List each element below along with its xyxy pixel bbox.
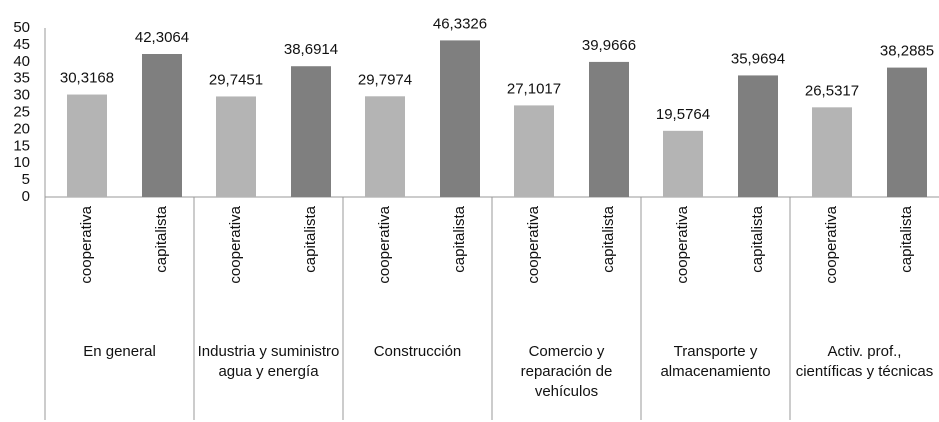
- x-tick-label: capitalista: [153, 205, 170, 272]
- x-tick-label: capitalista: [749, 205, 766, 272]
- x-tick-label: capitalista: [898, 205, 915, 272]
- bar: [887, 67, 927, 197]
- group-label: Transporte y almacenamiento: [660, 343, 771, 380]
- x-tick-label: capitalista: [302, 205, 319, 272]
- bar: [589, 61, 629, 198]
- group-label: Activ. prof., científicas y técnicas: [795, 343, 934, 380]
- y-tick-label: 20: [13, 120, 30, 137]
- value-label: 39,9666: [582, 37, 636, 54]
- value-label: 27,1017: [507, 80, 561, 97]
- bar: [142, 54, 182, 198]
- y-tick-label: 35: [13, 70, 30, 87]
- value-label: 42,3064: [135, 29, 189, 46]
- value-label: 46,3326: [433, 15, 487, 32]
- y-tick-label: 30: [13, 87, 30, 104]
- value-label: 19,5764: [656, 106, 710, 123]
- value-label: 35,9694: [731, 50, 785, 67]
- value-label: 26,5317: [805, 82, 859, 99]
- bar: [514, 105, 554, 197]
- bar: [812, 107, 852, 197]
- y-tick-label: 40: [13, 53, 30, 70]
- y-tick-label: 0: [22, 188, 30, 205]
- group-label: Comercio y reparación de vehículos: [520, 343, 613, 400]
- bar: [291, 66, 331, 197]
- x-tick-label: cooperativa: [78, 205, 95, 283]
- value-label: 30,3168: [60, 69, 114, 86]
- bar: [663, 130, 703, 197]
- value-label: 38,2885: [880, 43, 934, 60]
- group-label: Industria y suministro agua y energía: [197, 343, 340, 380]
- x-tick-label: capitalista: [600, 205, 617, 272]
- y-tick-label: 5: [22, 171, 30, 188]
- group-label: Construcción: [373, 343, 462, 360]
- y-tick-label: 50: [13, 19, 30, 36]
- group-label: En general: [83, 343, 156, 360]
- y-tick-label: 10: [13, 154, 30, 171]
- bar: [216, 96, 256, 197]
- x-tick-label: cooperativa: [823, 205, 840, 283]
- bar: [440, 40, 480, 197]
- value-label: 38,6914: [284, 41, 338, 58]
- x-tick-label: cooperativa: [227, 205, 244, 283]
- y-tick-label: 15: [13, 137, 30, 154]
- value-label: 29,7974: [358, 71, 412, 88]
- bar: [365, 96, 405, 197]
- y-tick-label: 25: [13, 103, 30, 120]
- bar: [738, 75, 778, 197]
- y-tick-label: 45: [13, 36, 30, 53]
- x-tick-label: cooperativa: [674, 205, 691, 283]
- value-label: 29,7451: [209, 71, 263, 88]
- x-tick-label: cooperativa: [376, 205, 393, 283]
- bar: [67, 94, 107, 197]
- x-tick-label: capitalista: [451, 205, 468, 272]
- x-tick-label: cooperativa: [525, 205, 542, 283]
